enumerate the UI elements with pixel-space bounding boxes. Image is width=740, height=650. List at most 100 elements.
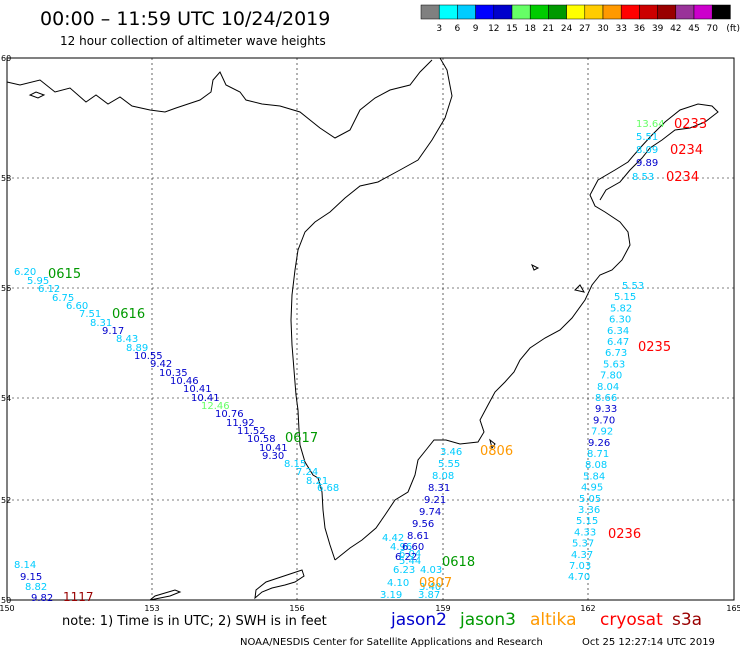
data-label: 8.21	[306, 476, 328, 487]
coastline-kamchatka-west	[290, 57, 453, 561]
data-label: 5.51	[636, 132, 658, 143]
latitude-label: 58	[1, 174, 11, 183]
legend-unit: (ft)	[726, 24, 740, 34]
footer-credit: NOAA/NESDIS Center for Satellite Applica…	[240, 637, 543, 648]
data-label: 7.24	[296, 467, 318, 478]
legend-swatch	[620, 4, 640, 20]
data-label: 6.34	[607, 326, 629, 337]
data-label: 10.76	[215, 409, 244, 420]
legend-swatch	[711, 4, 731, 20]
coastline-kamchatka-east	[334, 103, 719, 561]
satellite-legend: jason2 jason3 altika cryosat s3a	[390, 610, 702, 630]
data-label: 8.04	[597, 382, 619, 393]
data-label: 7.80	[600, 371, 622, 382]
legend-swatch	[566, 4, 586, 20]
satellite-name-s3a: s3a	[672, 610, 702, 630]
data-label: 4.70	[568, 572, 590, 583]
data-label: 13.64	[636, 119, 665, 130]
track-time-label: 1117	[63, 590, 94, 604]
track-time-label: 0616	[112, 307, 145, 322]
data-label: 4.37	[571, 550, 593, 561]
legend-swatch	[584, 4, 604, 20]
data-label: 8.08	[432, 471, 454, 482]
data-label: 8.43	[116, 334, 138, 345]
legend-swatch	[693, 4, 713, 20]
data-label: 6.60	[66, 301, 88, 312]
longitude-label: 162	[580, 604, 595, 613]
data-label: 8.82	[25, 582, 47, 593]
data-label: 8.53	[632, 172, 654, 183]
legend-tick-label: 18	[524, 24, 536, 34]
data-label: 5.84	[583, 471, 605, 482]
satellite-name-altika: altika	[530, 610, 577, 630]
footer-timestamp: Oct 25 12:27:14 UTC 2019	[582, 637, 715, 648]
data-label: 4.96	[390, 542, 412, 553]
track-time-label: 0235	[638, 340, 671, 355]
legend-swatch	[675, 4, 695, 20]
legend-swatch	[475, 4, 495, 20]
satellite-name-cryosat: cryosat	[600, 610, 663, 630]
data-label: 6.73	[605, 348, 627, 359]
data-label: 3.36	[578, 505, 600, 516]
coastline-okhotsk-north	[6, 59, 433, 139]
data-label: 7.92	[591, 427, 613, 438]
altimeter-tracks: 6.205.956.126.756.607.518.319.178.438.89…	[14, 117, 707, 604]
longitude-label: 153	[144, 604, 159, 613]
data-label: 9.89	[636, 158, 658, 169]
data-label: 4.42	[382, 533, 404, 544]
map-title: 00:00 – 11:59 UTC 10/24/2019	[40, 8, 330, 30]
data-label: 8.31	[90, 318, 112, 329]
latitude-label: 54	[1, 394, 11, 403]
data-label: 6.30	[609, 315, 631, 326]
data-label: 6.75	[52, 293, 74, 304]
data-label: 9.82	[31, 593, 53, 604]
legend-tick-label: 30	[597, 24, 609, 34]
data-label: 9.70	[593, 415, 615, 426]
data-label: 8.09	[636, 145, 658, 156]
legend-swatch	[602, 4, 622, 20]
data-label: 6.04	[399, 549, 421, 560]
data-label: 9.30	[262, 451, 284, 462]
legend-swatch	[548, 4, 567, 20]
data-label: 9.26	[588, 438, 610, 449]
legend-tick-label: 15	[506, 24, 517, 34]
legend-tick-label: 42	[670, 24, 681, 34]
legend-tick-label: 21	[543, 24, 554, 34]
data-label: 5.37	[572, 539, 594, 550]
map-subtitle: 12 hour collection of altimeter wave hei…	[60, 34, 326, 48]
data-label: 5.15	[614, 292, 636, 303]
legend-swatch	[511, 4, 531, 20]
track-time-label: 0233	[674, 117, 707, 132]
legend-tick-label: 9	[473, 24, 479, 34]
legend-tick-label: 39	[652, 24, 664, 34]
data-label: 9.42	[150, 359, 172, 370]
data-label: 9.15	[20, 572, 42, 583]
data-label: 12.46	[201, 401, 230, 412]
island-small-1	[28, 91, 46, 99]
longitude-label: 165	[726, 604, 740, 613]
track-time-label: 0806	[480, 444, 513, 459]
latitude-label: 60	[1, 54, 11, 63]
data-label: 5.95	[27, 276, 49, 287]
island-small-2	[489, 438, 496, 450]
data-label: 6.47	[607, 337, 629, 348]
latitude-label: 56	[1, 284, 11, 293]
data-label: 4.33	[574, 527, 596, 538]
data-label: 8.66	[595, 393, 617, 404]
legend-swatch	[639, 4, 658, 20]
data-label: 6.12	[38, 284, 60, 295]
graticule	[7, 58, 734, 600]
satellite-name-jason2: jason2	[390, 610, 447, 630]
data-label: 7.51	[79, 309, 101, 320]
legend-swatch	[657, 4, 677, 20]
data-label: 6.68	[317, 483, 339, 494]
data-label: 5.44	[399, 556, 421, 567]
latitude-label: 52	[1, 496, 11, 505]
data-label: 10.41	[183, 384, 212, 395]
coastlines	[6, 57, 719, 601]
data-label: 6.22	[395, 552, 417, 563]
coastline-kuril	[254, 569, 305, 600]
data-label: 8.71	[587, 449, 609, 460]
track-time-label: 0617	[285, 431, 318, 446]
